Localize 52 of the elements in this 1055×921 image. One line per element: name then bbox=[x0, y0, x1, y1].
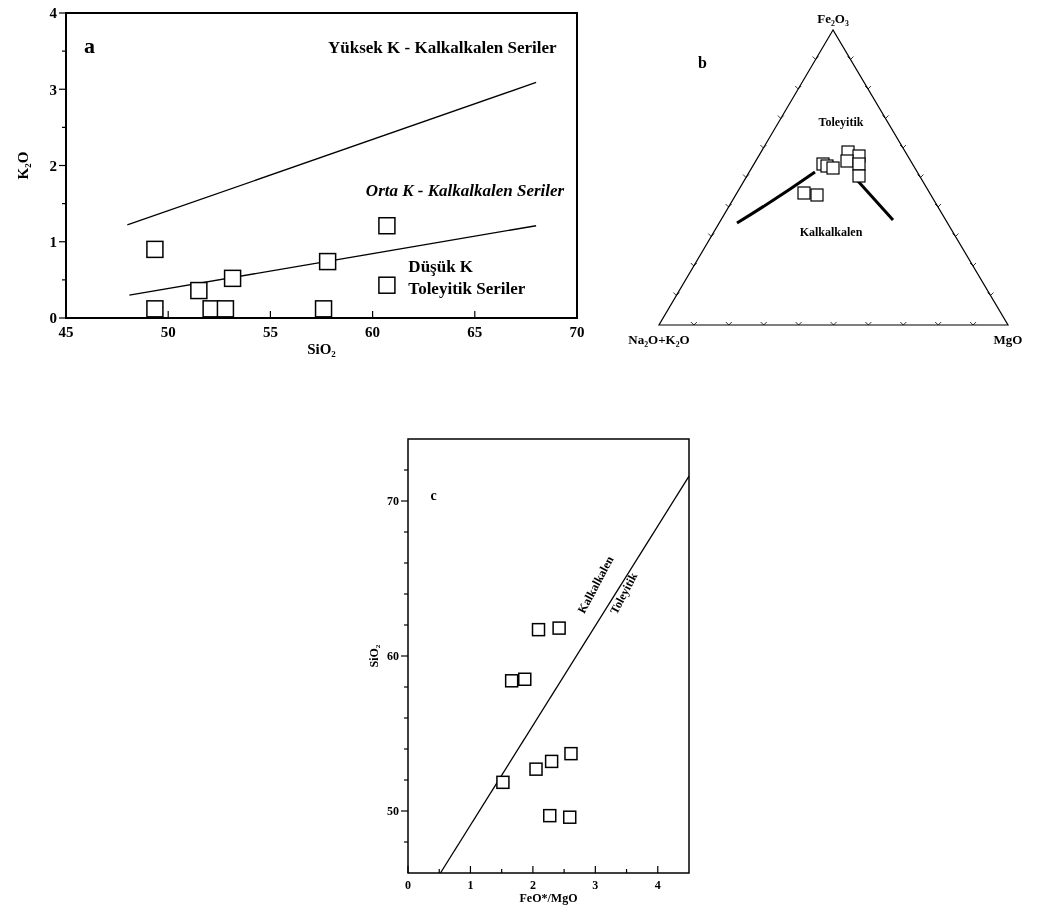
y-tick-label: 2 bbox=[49, 157, 57, 174]
point bbox=[190, 281, 208, 300]
point bbox=[216, 300, 235, 318]
y-axis-title: SiO₂ bbox=[367, 644, 381, 668]
y-tick-label: 1 bbox=[49, 234, 57, 250]
annotation: Orta K - Kalkalkalen Seriler bbox=[365, 181, 565, 200]
point bbox=[531, 622, 546, 637]
text: MgO bbox=[993, 332, 1023, 347]
x-tick-label: 4 bbox=[654, 878, 661, 892]
y-axis-title: K₂O bbox=[15, 151, 31, 180]
point bbox=[518, 672, 532, 686]
x-tick-label: 65 bbox=[467, 324, 483, 340]
point bbox=[378, 276, 396, 294]
text: c bbox=[430, 487, 437, 503]
x-axis-title: FeO*/MgO bbox=[519, 890, 578, 905]
x-tick-label: 55 bbox=[262, 324, 278, 340]
x-tick-label: 1 bbox=[467, 878, 474, 892]
point bbox=[544, 754, 559, 769]
text: Toleyitik bbox=[818, 115, 864, 129]
point bbox=[146, 240, 164, 259]
y-tick-label: 3 bbox=[49, 81, 57, 98]
point bbox=[223, 269, 242, 288]
point bbox=[496, 775, 510, 790]
point bbox=[318, 252, 337, 271]
y-tick-label: 50 bbox=[387, 804, 399, 819]
y-tick-label: 4 bbox=[49, 5, 58, 22]
x-tick-label: 50 bbox=[160, 324, 176, 340]
annotation: Yüksek K - Kalkalkalen Seriler bbox=[327, 37, 558, 57]
x-tick-label: 0 bbox=[405, 878, 411, 892]
point bbox=[564, 746, 578, 761]
x-tick-label: 60 bbox=[365, 324, 381, 340]
text: Na₂O+K₂O bbox=[628, 332, 690, 347]
x-axis-title: SiO₂ bbox=[307, 341, 337, 357]
y-tick-label: 70 bbox=[387, 494, 399, 509]
point bbox=[552, 621, 566, 635]
point bbox=[314, 300, 333, 318]
text: Kalkalkalen bbox=[799, 225, 863, 239]
point bbox=[504, 674, 519, 688]
x-tick-label: 45 bbox=[58, 324, 74, 340]
point bbox=[562, 810, 577, 824]
text: Fe₂O₃ bbox=[817, 11, 849, 26]
x-tick-label: 70 bbox=[569, 324, 585, 340]
point bbox=[543, 808, 557, 823]
annotation: Düşük K Toleyitik Seriler bbox=[408, 257, 526, 299]
y-tick-label: 60 bbox=[387, 649, 399, 664]
text: a bbox=[83, 32, 95, 58]
y-tick-label: 0 bbox=[49, 310, 57, 327]
text: b bbox=[698, 54, 707, 71]
point bbox=[529, 762, 543, 776]
x-tick-label: 3 bbox=[592, 878, 599, 892]
point bbox=[378, 216, 396, 235]
x-tick-label: 2 bbox=[529, 878, 536, 892]
